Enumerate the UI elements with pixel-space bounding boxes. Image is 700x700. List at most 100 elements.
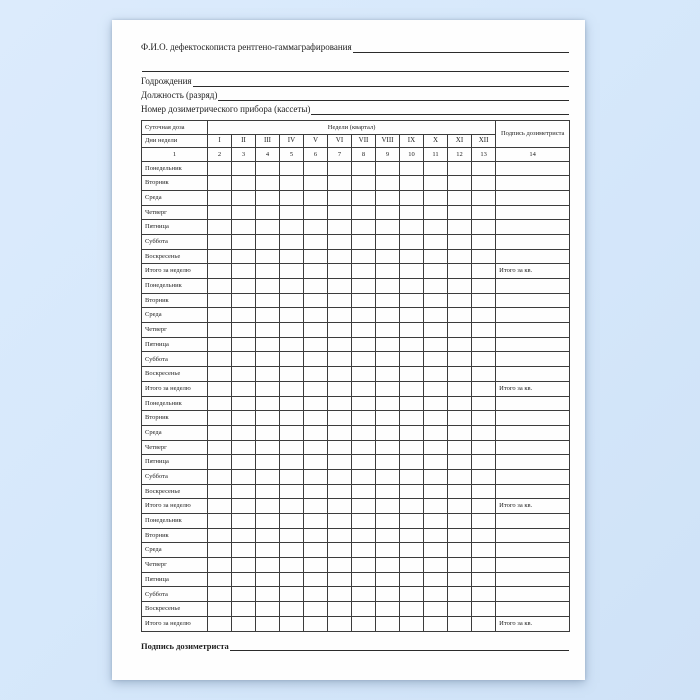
dose-cell <box>279 498 304 514</box>
day-row: Понедельник <box>141 278 571 294</box>
dose-cell <box>423 380 448 397</box>
dose-cell <box>327 322 352 338</box>
week-column-header: X <box>423 133 448 148</box>
dose-cell <box>255 175 280 191</box>
week-total-row: Итого за неделю Итого за кв. <box>141 263 571 279</box>
fio-label: Ф.И.О. дефектоскописта рентгено-гаммагра… <box>141 42 352 52</box>
dose-cell <box>447 483 472 500</box>
dose-cell <box>423 175 448 191</box>
dose-cell <box>351 366 376 382</box>
dose-cell <box>495 233 571 250</box>
dose-cell <box>375 395 400 412</box>
dose-cell <box>375 204 400 221</box>
dose-cell <box>231 483 256 500</box>
day-label: Понедельник <box>141 395 208 412</box>
dose-cell <box>231 336 256 353</box>
dose-cell <box>327 307 352 324</box>
dose-cell <box>375 557 400 573</box>
dose-cell <box>447 292 472 309</box>
dose-cell <box>447 542 472 559</box>
dose-cell <box>303 439 328 456</box>
dose-cell <box>207 380 232 397</box>
dose-cell <box>351 204 376 221</box>
dose-cell <box>231 307 256 324</box>
dose-cell <box>423 189 448 206</box>
dose-cell <box>423 601 448 617</box>
dose-cell <box>423 615 448 632</box>
dose-cell <box>303 351 328 368</box>
day-label: Суббота <box>141 351 208 368</box>
day-label: Пятница <box>141 219 208 235</box>
dose-cell <box>351 424 376 441</box>
dose-cell <box>375 263 400 279</box>
dose-cell <box>470 601 497 617</box>
dose-cell <box>470 175 497 191</box>
dose-cell <box>279 248 304 265</box>
dose-cell <box>399 439 424 456</box>
dose-cell <box>231 586 256 603</box>
dose-cell <box>351 263 376 279</box>
dose-cell <box>279 483 304 500</box>
day-label: Вторник <box>141 527 208 544</box>
dose-cell <box>207 219 232 235</box>
dose-cell <box>255 351 280 368</box>
position-fill-rule <box>218 100 569 101</box>
day-label: Вторник <box>141 292 208 309</box>
week-total-label: Итого за неделю <box>141 615 208 632</box>
birth-year-fill-rule <box>192 86 569 87</box>
dose-cell <box>207 410 232 426</box>
dose-cell <box>375 160 400 177</box>
dose-cell <box>423 410 448 426</box>
dose-cell <box>207 160 232 177</box>
dose-cell <box>255 542 280 559</box>
dose-cell <box>279 233 304 250</box>
dose-cell <box>327 586 352 603</box>
dose-cell <box>470 160 497 177</box>
header-row-numbers: 1 2 3 4 5 6 7 8 9 10 11 12 13 14 <box>141 147 571 162</box>
fio-continuation-line <box>141 61 569 72</box>
dose-cell <box>399 468 424 485</box>
dose-cell <box>495 527 571 544</box>
dose-cell <box>447 498 472 514</box>
dose-cell <box>447 366 472 382</box>
dose-cell <box>399 278 424 294</box>
dose-cell <box>303 307 328 324</box>
dose-cell <box>423 263 448 279</box>
dose-cell <box>423 366 448 382</box>
day-row: Суббота <box>141 351 571 368</box>
dose-cell <box>351 439 376 456</box>
dose-cell <box>351 513 376 529</box>
dose-cell <box>231 557 256 573</box>
dose-cell <box>303 248 328 265</box>
dose-cell <box>207 395 232 412</box>
dose-cell <box>279 160 304 177</box>
fio-fill-rule <box>352 52 569 53</box>
dose-cell <box>351 380 376 397</box>
dose-cell <box>470 263 497 279</box>
dose-cell <box>327 542 352 559</box>
dose-cell <box>399 513 424 529</box>
footer-signature-label: Подпись дозиметриста <box>141 640 229 651</box>
dose-cell <box>495 454 571 470</box>
column-number: 1 <box>141 147 208 162</box>
dose-cell <box>375 366 400 382</box>
dose-cell <box>231 424 256 441</box>
dose-cell <box>399 527 424 544</box>
day-label: Понедельник <box>141 278 208 294</box>
dose-cell <box>231 292 256 309</box>
dose-cell <box>303 175 328 191</box>
dose-cell <box>447 307 472 324</box>
dose-cell <box>231 189 256 206</box>
dose-cell <box>279 571 304 588</box>
dose-cell <box>303 454 328 470</box>
dose-cell <box>375 189 400 206</box>
day-label: Среда <box>141 307 208 324</box>
dose-cell <box>303 513 328 529</box>
day-row: Воскресенье <box>141 366 571 382</box>
dose-cell <box>231 248 256 265</box>
dose-cell <box>255 263 280 279</box>
birth-year-line: Годрождения <box>141 76 569 87</box>
dose-cell <box>351 586 376 603</box>
dose-cell <box>375 601 400 617</box>
dose-cell <box>423 557 448 573</box>
